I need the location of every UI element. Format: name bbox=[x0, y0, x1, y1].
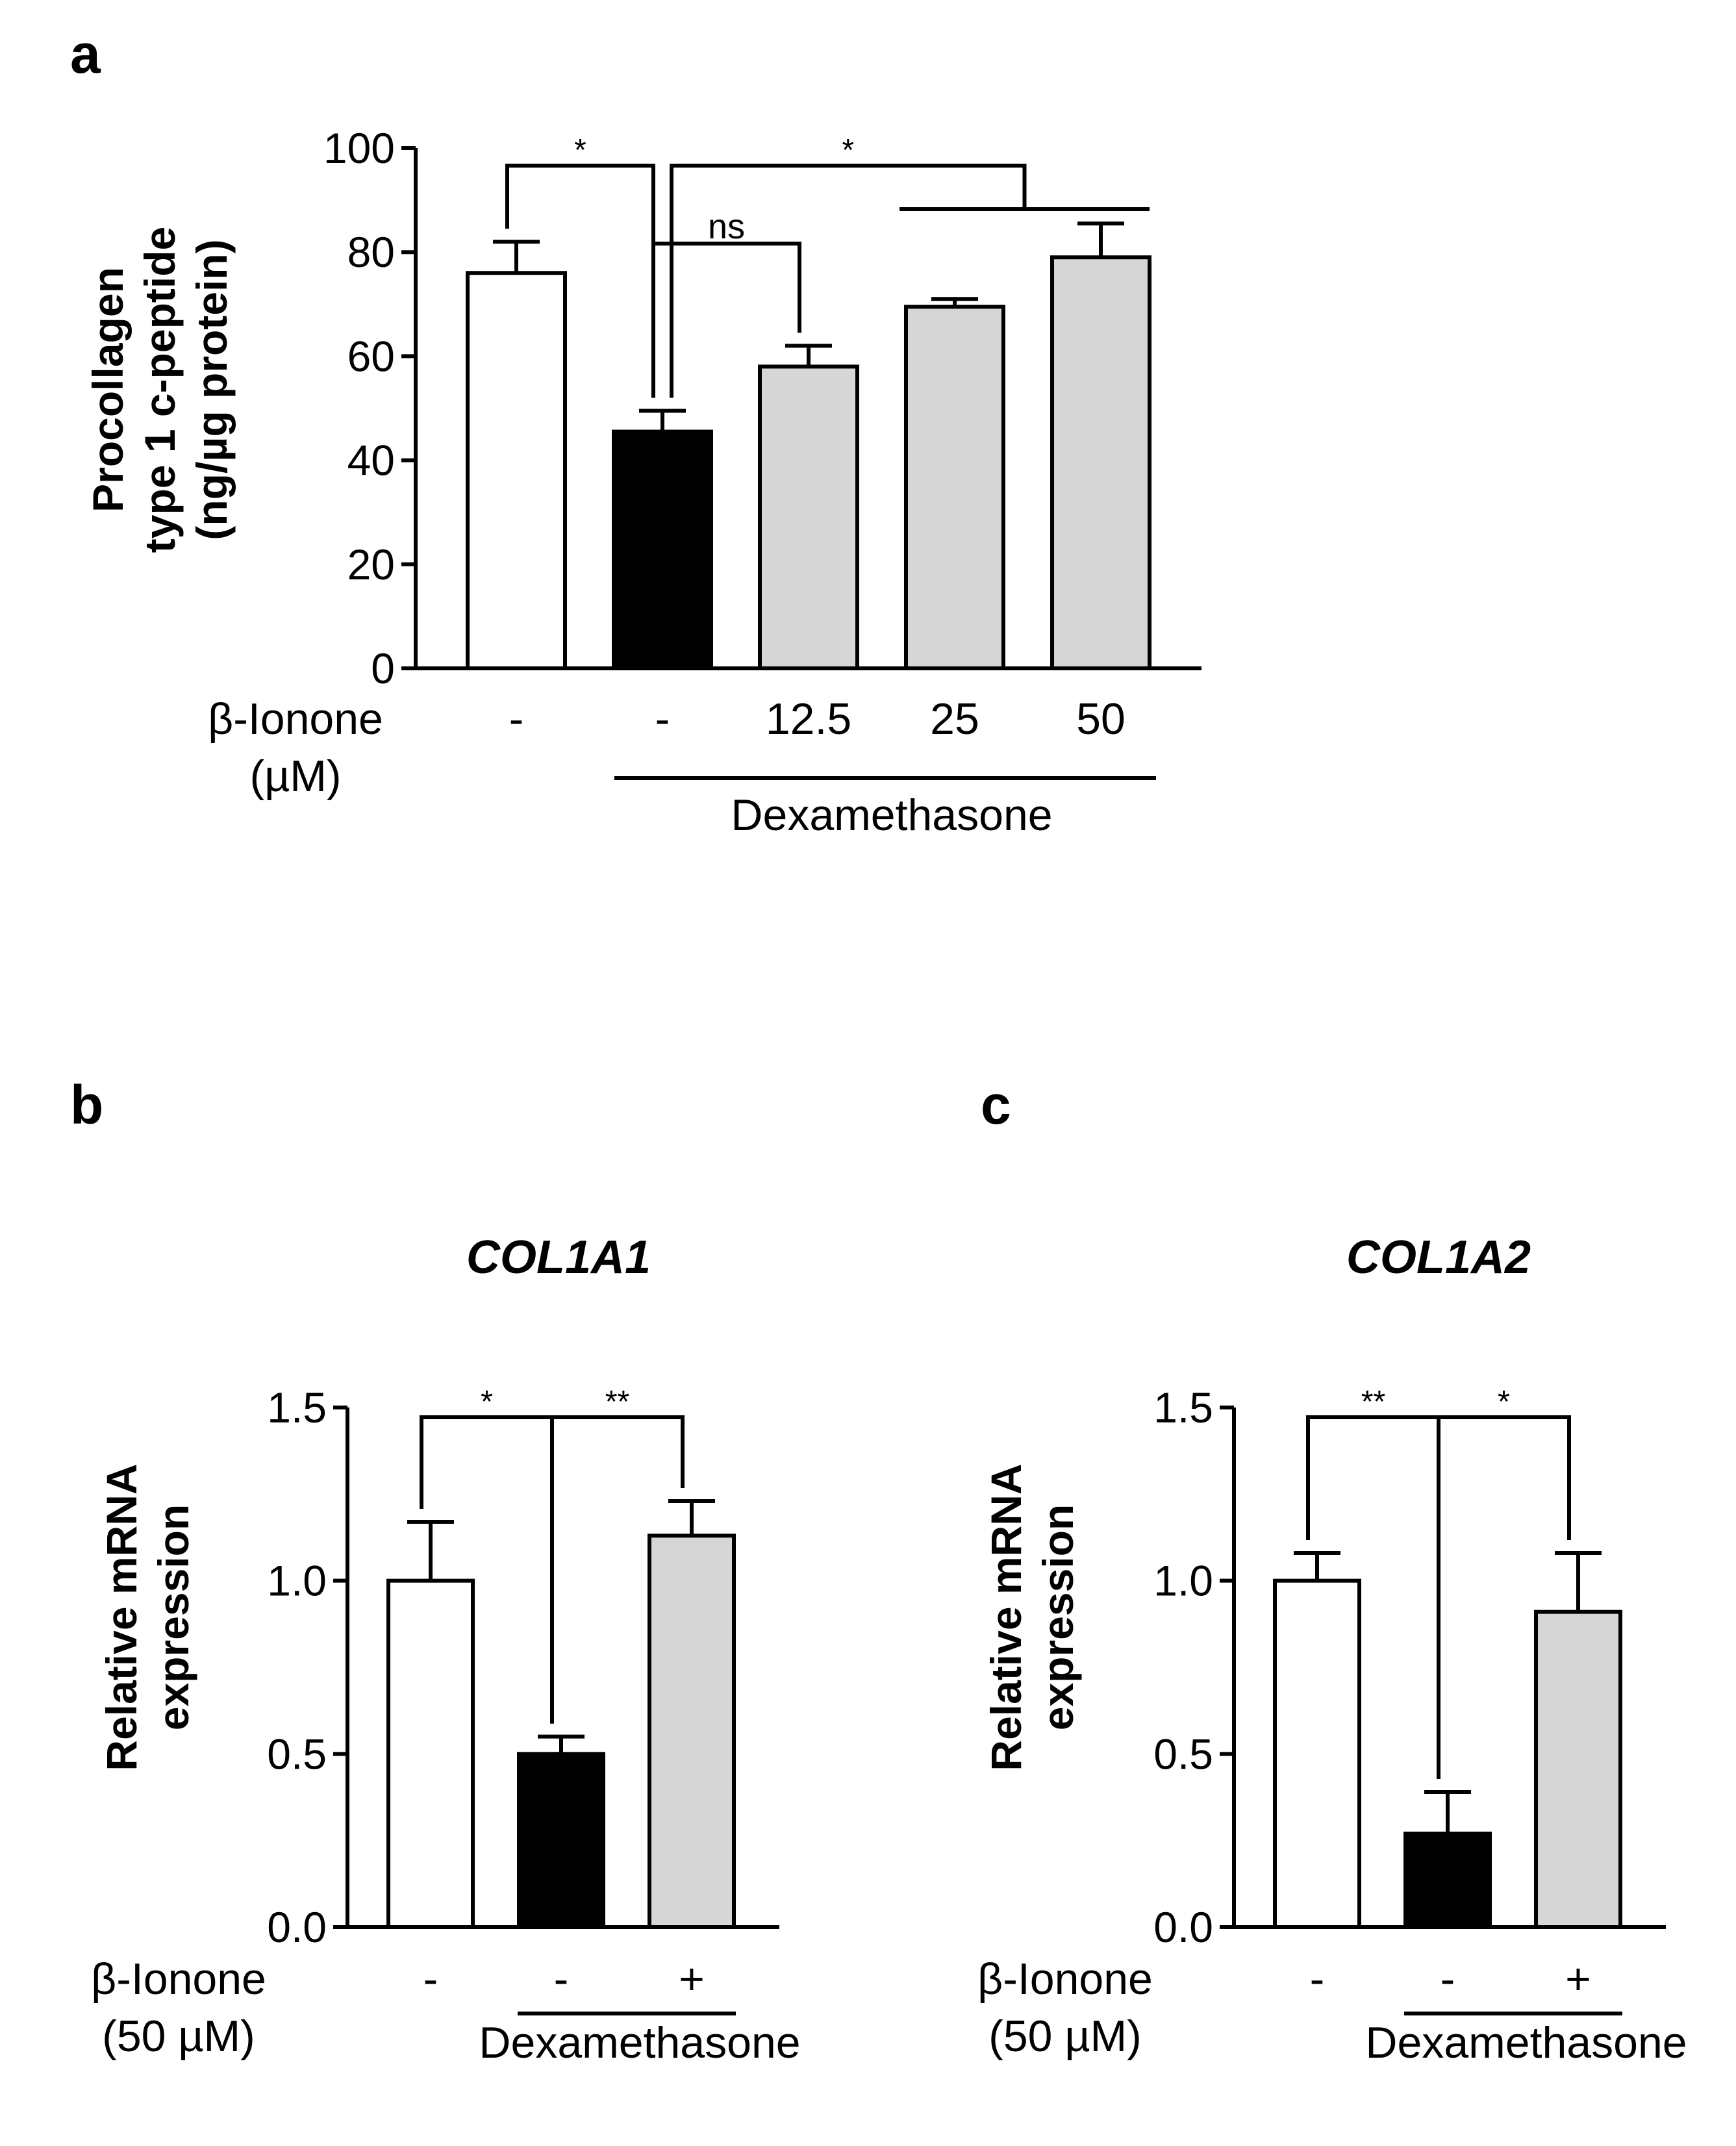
group-label: Dexamethasone bbox=[1365, 2018, 1687, 2067]
row-label: (50 µM) bbox=[988, 2012, 1142, 2061]
significance-label: * bbox=[1498, 1385, 1510, 1419]
bar bbox=[386, 1578, 475, 1930]
category-label: - bbox=[423, 1954, 438, 2004]
y-tick-label: 0.0 bbox=[267, 1903, 327, 1951]
significance-label: ** bbox=[605, 1385, 629, 1419]
category-label: - bbox=[1310, 1954, 1325, 2004]
bar bbox=[904, 305, 1005, 670]
y-tick-label: 0.5 bbox=[1153, 1730, 1213, 1778]
category-label: - bbox=[655, 694, 670, 744]
y-axis-label-line: Procollagen bbox=[84, 267, 132, 512]
y-tick-label: 0.5 bbox=[267, 1730, 327, 1778]
bar bbox=[1273, 1578, 1361, 1930]
y-tick-label: 1.5 bbox=[1153, 1383, 1213, 1432]
category-label: + bbox=[679, 1954, 705, 2004]
y-tick-label: 100 bbox=[323, 124, 395, 172]
bar bbox=[648, 1534, 736, 1929]
category-label: - bbox=[509, 694, 524, 744]
significance-label: * bbox=[574, 133, 586, 168]
bar bbox=[1403, 1832, 1492, 1929]
y-tick-label: 1.0 bbox=[267, 1557, 327, 1605]
y-axis-label-line: Relative mRNA bbox=[97, 1463, 145, 1771]
panel-letter: c bbox=[981, 1074, 1011, 1135]
group-label: Dexamethasone bbox=[731, 790, 1052, 840]
row-label: β-Ionone bbox=[977, 1954, 1153, 2004]
y-tick-label: 40 bbox=[347, 436, 395, 485]
y-axis-label-line: expression bbox=[149, 1504, 197, 1731]
bar bbox=[612, 429, 713, 670]
chart-title: COL1A2 bbox=[1346, 1231, 1531, 1283]
significance-label: ns bbox=[708, 207, 745, 246]
bar bbox=[517, 1752, 605, 1929]
significance-label: * bbox=[842, 133, 854, 168]
bar bbox=[1050, 255, 1151, 670]
y-tick-label: 80 bbox=[347, 228, 395, 276]
panel-letter: a bbox=[70, 23, 101, 84]
y-tick-label: 60 bbox=[347, 332, 395, 380]
significance-bracket bbox=[670, 164, 1027, 398]
row-label: β-Ionone bbox=[91, 1954, 266, 2004]
significance-bracket bbox=[550, 1415, 685, 1724]
y-axis-label-line: (ng/µg protein) bbox=[188, 239, 236, 540]
chart-title: COL1A1 bbox=[466, 1231, 651, 1283]
category-label: 50 bbox=[1076, 694, 1126, 744]
category-label: - bbox=[554, 1954, 569, 2004]
y-tick-label: 1.5 bbox=[267, 1383, 327, 1432]
y-tick-label: 0 bbox=[371, 644, 395, 692]
row-label: (50 µM) bbox=[102, 2012, 255, 2061]
row-label: (µM) bbox=[249, 751, 341, 801]
y-tick-label: 20 bbox=[347, 540, 395, 588]
y-axis-label: Procollagen type 1 c-peptide (ng/µg prot… bbox=[84, 227, 236, 553]
category-label: 12.5 bbox=[766, 694, 851, 744]
bar bbox=[1534, 1609, 1622, 1930]
y-axis-label: Relative mRNA expression bbox=[97, 1463, 197, 1771]
significance-label: * bbox=[481, 1385, 493, 1419]
bar bbox=[758, 364, 859, 670]
y-tick-label: 0.0 bbox=[1153, 1903, 1213, 1951]
significance-bracket bbox=[1437, 1415, 1571, 1779]
y-axis-label: Relative mRNA expression bbox=[982, 1463, 1082, 1771]
charts: 0 20 40 60 80 100 - - 12.5 25 50 Dexamethasone * ns * 0… bbox=[267, 124, 1687, 2067]
y-tick-label: 1.0 bbox=[1153, 1557, 1213, 1605]
category-label: 25 bbox=[930, 694, 979, 744]
bar bbox=[466, 271, 567, 670]
panel-letter: b bbox=[70, 1074, 103, 1135]
y-axis-label-line: Relative mRNA bbox=[982, 1463, 1030, 1771]
category-label: + bbox=[1565, 1954, 1591, 2004]
y-axis-label-line: expression bbox=[1034, 1504, 1082, 1731]
y-axis-label-line: type 1 c-peptide bbox=[136, 227, 184, 553]
category-label: - bbox=[1440, 1954, 1455, 2004]
group-label: Dexamethasone bbox=[479, 2018, 800, 2067]
row-label: β-Ionone bbox=[208, 694, 383, 744]
significance-bracket bbox=[651, 242, 801, 398]
significance-label: ** bbox=[1361, 1385, 1385, 1419]
